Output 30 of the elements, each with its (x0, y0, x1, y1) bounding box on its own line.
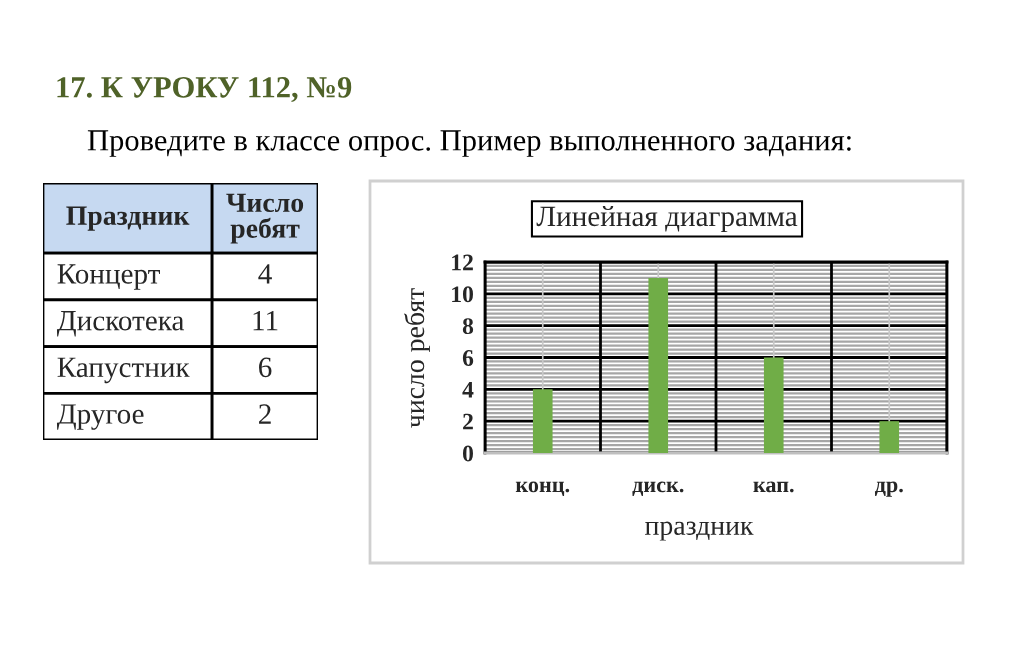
text: Другое (56, 404, 144, 430)
text: 2 (259, 404, 271, 424)
y-tick-label: 10 (452, 286, 473, 303)
text: 4 (258, 264, 272, 284)
x-tick-label: диск. (632, 481, 684, 496)
text: 6 (259, 357, 272, 378)
y-tick-label: 2 (463, 413, 473, 430)
y-tick-label: 6 (462, 350, 474, 366)
bar (648, 277, 669, 453)
text: 11 (253, 310, 278, 331)
text: 17. К УРОКУ 112, №9 (57, 77, 352, 103)
y-tick-label: 4 (462, 381, 474, 398)
x-axis-title: праздник (645, 521, 754, 541)
text: Капустник (57, 357, 190, 384)
x-tick-label: конц. (515, 481, 570, 496)
y-tick-label: 0 (462, 445, 473, 462)
text: Проведите в классе опрос. Пример выполненного задания: (87, 130, 851, 157)
y-tick-label: 8 (462, 318, 474, 335)
y-tick-label: 12 (452, 254, 473, 271)
x-tick-label: кап. (753, 481, 794, 493)
text: Дискотека (56, 311, 185, 337)
bar (532, 389, 553, 453)
chart-title: Линейная диаграмма (536, 205, 798, 233)
y-axis-title: число ребят (404, 288, 430, 428)
text: Концерт (57, 264, 160, 290)
text: Число ребят (226, 193, 304, 244)
x-tick-label: др. (874, 481, 903, 497)
text: Праздник (66, 206, 190, 231)
bar (763, 357, 784, 453)
bar (879, 421, 900, 453)
